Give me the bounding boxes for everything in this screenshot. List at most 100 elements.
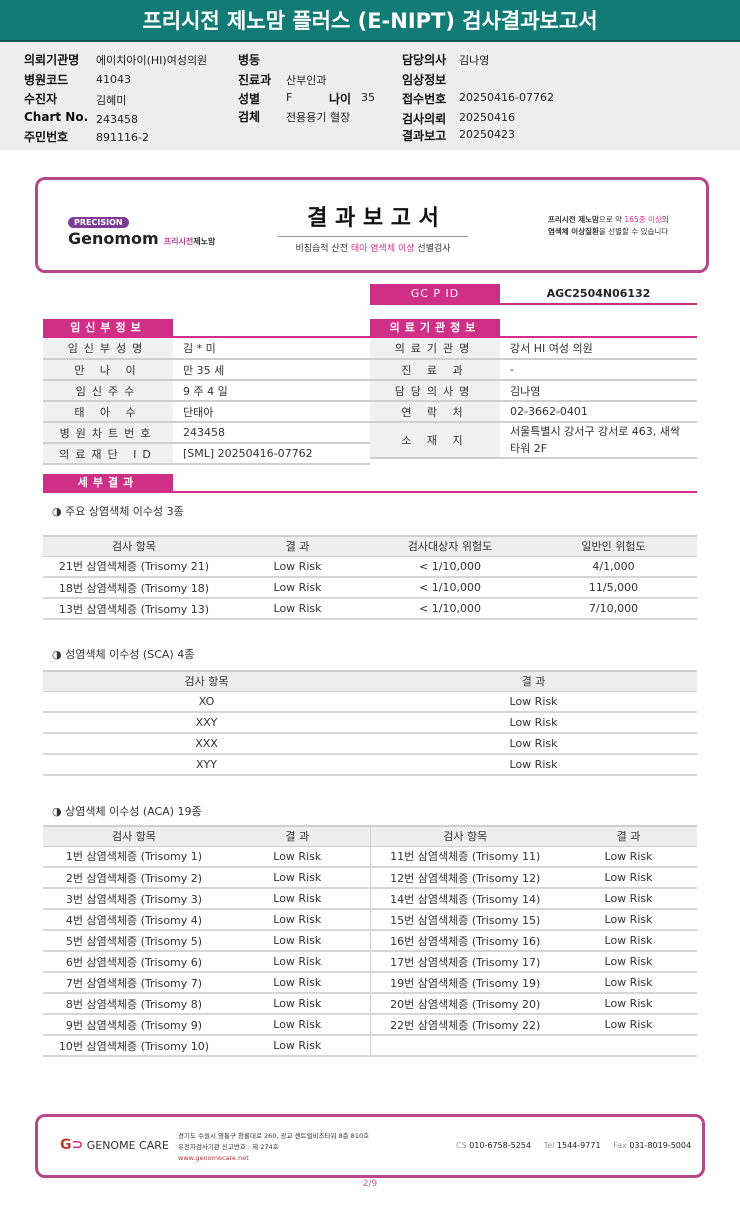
report-title: 프리시전 제노맘 플러스 (E-NIPT) 검사결과보고서 (0, 0, 740, 42)
address: 경기도 수원시 영통구 창룡대로 260, 광교 센트럴비즈타워 8층 810호 (178, 1132, 370, 1140)
test-item-cell: 20번 삼염색체증 (Trisomy 20) (369, 993, 560, 1015)
test-item-cell: < 1/10,000 (370, 577, 530, 599)
info-value: 02-3662-0401 (500, 401, 697, 423)
label: 주민번호 (24, 130, 69, 144)
result-cell: Low Risk (225, 846, 370, 868)
result-cell: Low Risk (560, 909, 697, 931)
test-item-cell: 5번 삼염색체증 (Trisomy 5) (43, 930, 225, 952)
genomom-logo: PRECISION Genomom 프리시전제노맘 (68, 210, 215, 248)
major-section-title: ◑ 주요 상염색체 이수성 3종 (52, 505, 184, 518)
info-label: 임신주수 (43, 380, 173, 402)
table-row: 13번 삼염색체증 (Trisomy 13) Low Risk < 1/10,000… (43, 598, 697, 620)
info-value: 강서 HI 여성 의원 (500, 338, 697, 360)
test-item-cell (369, 1035, 560, 1057)
info-label: 진 료 과 (370, 359, 500, 381)
brand-sub: 제노맘 (193, 237, 216, 246)
banner-tagline: 프리시전 제노맘으로 약 165종 이상의 염색체 이상질환을 선별할 수 있습… (548, 215, 669, 236)
info-value: 단태아 (173, 401, 370, 423)
result-cell: Low Risk (370, 754, 697, 776)
chart-value: 243458 (96, 113, 138, 126)
patient-value: 김혜미 (96, 94, 127, 107)
request-value: 20250416 (459, 111, 515, 124)
column-header: 결 과 (225, 825, 370, 847)
info-row: 의료기관명 강서 HI 여성 의원 (370, 338, 697, 360)
label: 수진자 (24, 92, 58, 106)
result-cell: Low Risk (560, 951, 697, 973)
precision-badge: PRECISION (68, 217, 129, 228)
label: 담당의사 (402, 53, 447, 67)
table-row: XXX Low Risk (43, 733, 697, 755)
column-header: 검사 항목 (43, 825, 225, 847)
label: 결과보고 (402, 129, 447, 143)
table-row: 3번 삼염색체증 (Trisomy 3) Low Risk 14번 삼염색체증 (T… (43, 888, 697, 910)
result-cell: Low Risk (560, 1014, 697, 1036)
test-item-cell: XYY (43, 754, 370, 776)
test-item-cell: 10번 삼염색체증 (Trisomy 10) (43, 1035, 225, 1057)
test-item-cell: 1번 삼염색체증 (Trisomy 1) (43, 846, 225, 868)
result-cell: Low Risk (560, 867, 697, 889)
sex-value: F (286, 91, 293, 104)
label: Chart No. (24, 110, 89, 124)
test-item-cell: 21번 삼염색체증 (Trisomy 21) (43, 556, 225, 578)
registration: 유전자검사기관 신고번호 : 제 274호 (178, 1143, 279, 1151)
label: 검사의뢰 (402, 112, 447, 126)
info-row: 임신부성명 김 * 미 (43, 338, 370, 360)
result-cell: Low Risk (225, 930, 370, 952)
table-row: 4번 삼염색체증 (Trisomy 4) Low Risk 15번 삼염색체증 (T… (43, 909, 697, 931)
result-cell: Low Risk (225, 909, 370, 931)
table-row: 1번 삼염색체증 (Trisomy 1) Low Risk 11번 삼염색체증 (T… (43, 846, 697, 868)
test-item-cell: 11번 삼염색체증 (Trisomy 11) (369, 846, 560, 868)
aca-results-table: 검사 항목 결 과 검사 항목 결 과 1번 삼염색체증 (Trisomy 1) Low … (43, 825, 697, 1057)
info-row: 진 료 과- (370, 359, 697, 381)
table-row: 18번 삼염색체증 (Trisomy 18) Low Risk < 1/10,000… (43, 577, 697, 599)
info-value: 김 * 미 (173, 338, 370, 360)
result-cell: Low Risk (225, 577, 370, 599)
result-cell: Low Risk (225, 888, 370, 910)
dept-value: 산부인과 (286, 74, 327, 87)
column-header: 검사대상자 위험도 (370, 535, 530, 557)
table-row: 8번 삼염색체증 (Trisomy 8) Low Risk 20번 삼염색체증 (T… (43, 993, 697, 1015)
result-cell: 11/5,000 (530, 577, 697, 599)
genome-care-logo: G⊃ GENOME CARE (60, 1137, 169, 1153)
column-header: 일반인 위험도 (530, 535, 697, 557)
test-item-cell: 6번 삼염색체증 (Trisomy 6) (43, 951, 225, 973)
report-value: 20250423 (459, 128, 515, 141)
website-link[interactable]: www.genomecare.net (178, 1154, 249, 1162)
test-item-cell: XXX (43, 733, 370, 755)
info-value: - (500, 359, 697, 381)
info-label: 의료재단 ID (43, 443, 173, 465)
label: 검체 (238, 110, 261, 124)
table-row: 7번 삼염색체증 (Trisomy 7) Low Risk 19번 삼염색체증 (T… (43, 972, 697, 994)
test-item-cell: XO (43, 691, 370, 713)
result-cell: Low Risk (225, 867, 370, 889)
pregnant-info-header: 임신부정보 (43, 319, 173, 337)
result-cell: Low Risk (225, 1014, 370, 1036)
info-label: 만 나 이 (43, 359, 173, 381)
test-item-cell: 22번 삼염색체증 (Trisomy 22) (369, 1014, 560, 1036)
info-row: 의료재단 ID [SML] 20250416-07762 (43, 443, 370, 465)
receipt-value: 20250416-07762 (459, 91, 554, 104)
table-row: 9번 삼염색체증 (Trisomy 9) Low Risk 22번 삼염색체증 (T… (43, 1014, 697, 1036)
label: 병원코드 (24, 73, 69, 87)
result-cell: Low Risk (560, 888, 697, 910)
info-value: 김나영 (500, 380, 697, 402)
column-header: 검사 항목 (43, 535, 225, 557)
info-label: 연 락 처 (370, 401, 500, 423)
test-item-cell: 2번 삼염색체증 (Trisomy 2) (43, 867, 225, 889)
result-cell: Low Risk (560, 972, 697, 994)
info-label: 소 재 지 (370, 422, 500, 459)
column-header: 검사 항목 (43, 670, 370, 692)
result-cell: Low Risk (560, 930, 697, 952)
label: 의뢰기관명 (24, 53, 80, 67)
test-item-cell: 14번 삼염색체증 (Trisomy 14) (369, 888, 560, 910)
test-item-cell: XXY (43, 712, 370, 734)
age-value: 35 (361, 91, 375, 104)
info-label: 담당의사명 (370, 380, 500, 402)
brand-name: Genomom (68, 229, 159, 248)
info-row: 소 재 지 서울특별시 강서구 강서로 463, 새싹타워 2F (370, 422, 697, 459)
test-item-cell: 13번 삼염색체증 (Trisomy 13) (43, 598, 225, 620)
result-cell: Low Risk (225, 598, 370, 620)
test-item-cell: 18번 삼염색체증 (Trisomy 18) (43, 577, 225, 599)
gcpid-label: GC P ID (370, 284, 500, 304)
